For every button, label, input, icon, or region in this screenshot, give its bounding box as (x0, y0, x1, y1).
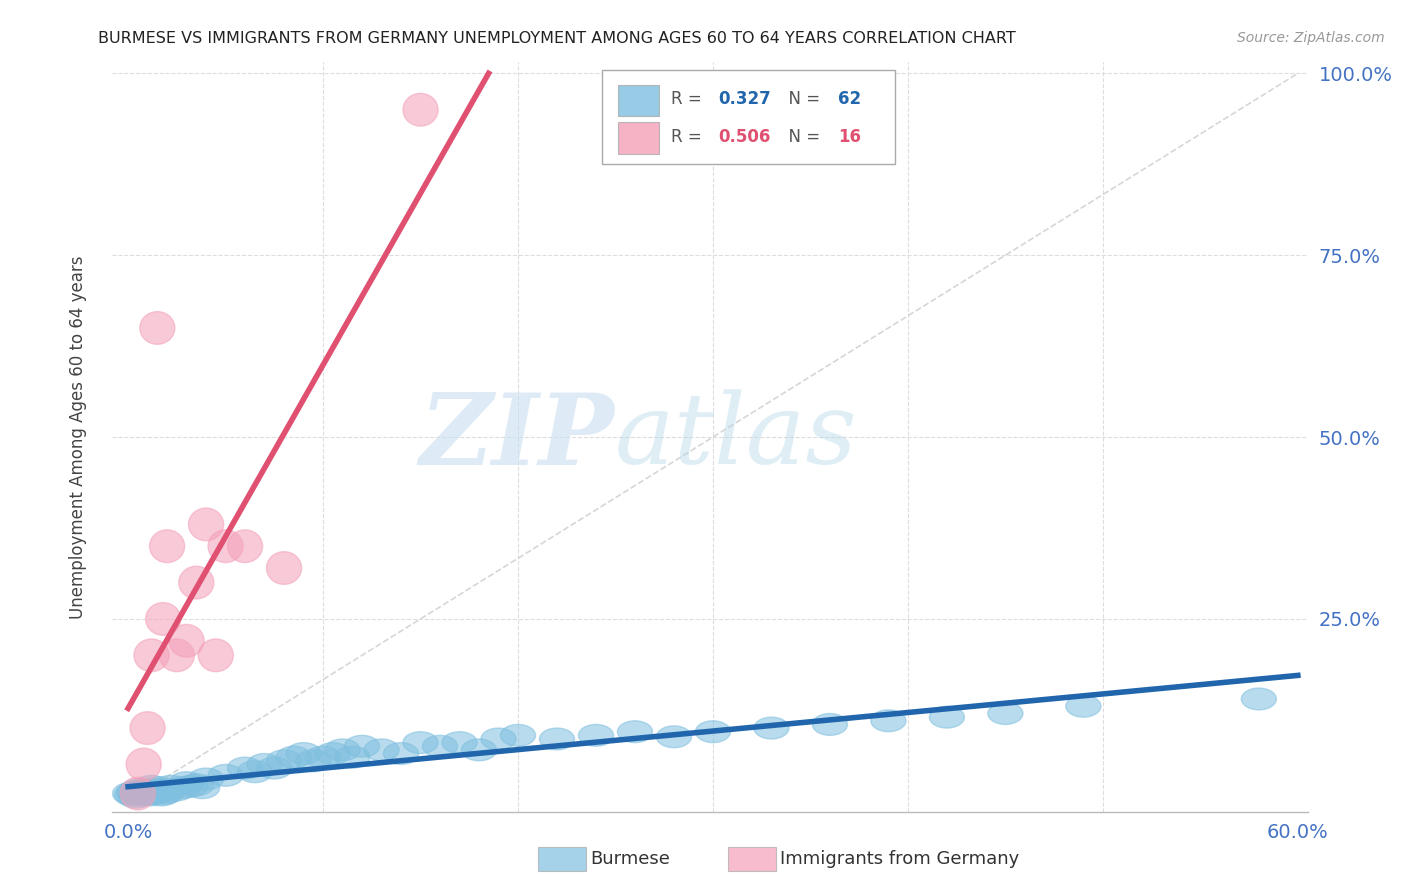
Ellipse shape (404, 94, 439, 126)
Ellipse shape (159, 779, 194, 801)
Ellipse shape (138, 782, 173, 805)
Ellipse shape (139, 311, 174, 344)
Ellipse shape (124, 784, 159, 805)
Ellipse shape (578, 724, 613, 747)
Ellipse shape (188, 768, 224, 790)
Ellipse shape (134, 775, 169, 797)
Ellipse shape (870, 710, 905, 731)
Ellipse shape (267, 750, 302, 772)
Ellipse shape (813, 714, 848, 735)
Ellipse shape (143, 784, 179, 805)
Ellipse shape (228, 757, 263, 779)
Ellipse shape (384, 743, 419, 764)
Ellipse shape (122, 782, 157, 805)
Ellipse shape (118, 786, 153, 808)
Ellipse shape (159, 639, 194, 672)
Ellipse shape (188, 508, 224, 541)
Ellipse shape (179, 566, 214, 599)
Ellipse shape (146, 603, 181, 635)
Text: Source: ZipAtlas.com: Source: ZipAtlas.com (1237, 31, 1385, 45)
Ellipse shape (295, 750, 330, 772)
Ellipse shape (112, 782, 148, 805)
Ellipse shape (134, 639, 169, 672)
Ellipse shape (404, 731, 439, 754)
Ellipse shape (315, 743, 350, 764)
Text: R =: R = (671, 90, 707, 108)
Ellipse shape (179, 774, 214, 796)
Ellipse shape (129, 782, 165, 805)
Ellipse shape (149, 530, 184, 563)
Ellipse shape (305, 747, 340, 768)
Text: BURMESE VS IMMIGRANTS FROM GERMANY UNEMPLOYMENT AMONG AGES 60 TO 64 YEARS CORREL: BURMESE VS IMMIGRANTS FROM GERMANY UNEMP… (98, 31, 1017, 46)
Ellipse shape (139, 781, 174, 803)
Ellipse shape (285, 743, 321, 764)
Text: ZIP: ZIP (419, 389, 614, 485)
Ellipse shape (335, 747, 370, 768)
Ellipse shape (121, 779, 156, 801)
Ellipse shape (247, 754, 283, 775)
Ellipse shape (148, 782, 183, 805)
Ellipse shape (208, 764, 243, 786)
Ellipse shape (153, 775, 188, 797)
Ellipse shape (344, 735, 380, 757)
FancyBboxPatch shape (619, 122, 658, 153)
Text: R =: R = (671, 128, 707, 145)
Ellipse shape (169, 624, 204, 657)
Ellipse shape (696, 721, 731, 743)
Ellipse shape (184, 777, 219, 798)
Ellipse shape (129, 712, 165, 745)
Ellipse shape (325, 739, 360, 761)
Ellipse shape (132, 784, 167, 805)
Ellipse shape (540, 728, 575, 750)
Text: 16: 16 (838, 128, 860, 145)
Text: Immigrants from Germany: Immigrants from Germany (780, 850, 1019, 868)
FancyBboxPatch shape (603, 70, 896, 163)
Ellipse shape (276, 747, 311, 768)
Ellipse shape (142, 777, 177, 798)
Ellipse shape (128, 779, 163, 801)
Ellipse shape (617, 721, 652, 743)
Ellipse shape (228, 530, 263, 563)
Ellipse shape (127, 781, 162, 803)
Text: 0.506: 0.506 (718, 128, 770, 145)
Ellipse shape (136, 779, 172, 801)
Ellipse shape (117, 781, 152, 803)
Text: N =: N = (778, 90, 825, 108)
Text: Burmese: Burmese (591, 850, 671, 868)
Ellipse shape (238, 761, 273, 782)
Ellipse shape (1241, 688, 1277, 710)
Ellipse shape (1066, 696, 1101, 717)
Text: N =: N = (778, 128, 825, 145)
Ellipse shape (988, 703, 1024, 724)
Ellipse shape (208, 530, 243, 563)
Ellipse shape (173, 775, 208, 797)
Ellipse shape (267, 551, 302, 584)
Text: 62: 62 (838, 90, 860, 108)
Ellipse shape (657, 726, 692, 747)
Ellipse shape (422, 735, 457, 757)
Ellipse shape (481, 728, 516, 750)
Ellipse shape (146, 779, 181, 801)
FancyBboxPatch shape (619, 85, 658, 116)
Ellipse shape (121, 777, 156, 810)
Ellipse shape (165, 777, 200, 798)
Ellipse shape (114, 784, 149, 805)
Ellipse shape (169, 772, 204, 794)
Ellipse shape (198, 639, 233, 672)
Ellipse shape (257, 757, 292, 779)
Y-axis label: Unemployment Among Ages 60 to 64 years: Unemployment Among Ages 60 to 64 years (69, 255, 87, 619)
Ellipse shape (127, 748, 162, 780)
Text: 0.327: 0.327 (718, 90, 770, 108)
Ellipse shape (364, 739, 399, 761)
Ellipse shape (149, 781, 184, 803)
Ellipse shape (754, 717, 789, 739)
Ellipse shape (929, 706, 965, 728)
Ellipse shape (461, 739, 496, 761)
Text: atlas: atlas (614, 390, 858, 484)
Ellipse shape (441, 731, 477, 754)
Ellipse shape (501, 724, 536, 747)
